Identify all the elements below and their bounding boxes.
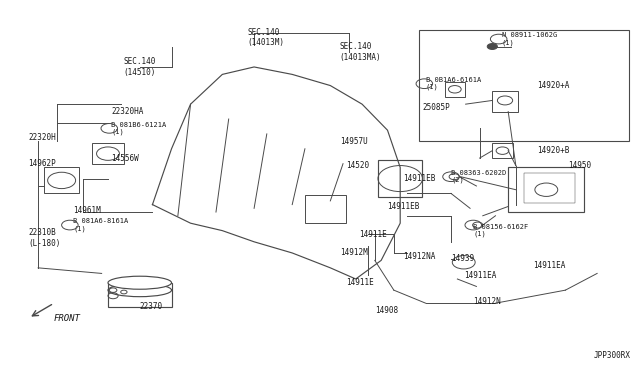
Text: 14908: 14908	[375, 306, 398, 315]
Text: 14912M: 14912M	[340, 248, 367, 257]
Text: B 081B6-6121A
(1): B 081B6-6121A (1)	[111, 122, 166, 135]
Bar	[378, 160, 422, 197]
Bar	[305, 195, 346, 223]
Ellipse shape	[108, 276, 172, 289]
Text: N 08911-1062G
(1): N 08911-1062G (1)	[502, 32, 557, 46]
Text: 14920+B: 14920+B	[537, 146, 569, 155]
Text: 14911EA: 14911EA	[464, 271, 496, 280]
Text: 22310B
(L-180): 22310B (L-180)	[29, 228, 61, 248]
Text: 25085P: 25085P	[422, 103, 450, 112]
Text: SEC.140
(14510): SEC.140 (14510)	[124, 57, 156, 77]
Bar	[492, 91, 518, 112]
Text: 14962P: 14962P	[29, 159, 56, 168]
Text: 14556W: 14556W	[111, 154, 139, 163]
Text: SEC.140
(14013MA): SEC.140 (14013MA)	[340, 42, 381, 62]
Text: B 081A6-8161A
(1): B 081A6-8161A (1)	[73, 218, 128, 232]
Bar	[445, 82, 465, 97]
Bar	[419, 30, 629, 141]
Ellipse shape	[108, 283, 172, 297]
Text: SEC.140
(14013M): SEC.140 (14013M)	[248, 28, 285, 47]
Text: 14957U: 14957U	[340, 137, 367, 146]
Text: 22320H: 22320H	[29, 133, 56, 142]
Text: 14911E: 14911E	[346, 278, 374, 287]
Text: 14911E: 14911E	[359, 230, 387, 239]
Text: 14520: 14520	[346, 161, 369, 170]
Text: 22320HA: 22320HA	[111, 107, 143, 116]
Text: 14911EB: 14911EB	[403, 174, 436, 183]
Bar	[44, 167, 79, 193]
Bar	[92, 143, 124, 164]
Text: B 08363-6202D
(2): B 08363-6202D (2)	[451, 170, 506, 183]
Text: 14912NA: 14912NA	[403, 252, 436, 261]
Text: B 08156-6162F
(1): B 08156-6162F (1)	[473, 224, 529, 237]
Text: B 0B1A6-6161A
(1): B 0B1A6-6161A (1)	[426, 77, 481, 90]
Text: FRONT: FRONT	[54, 314, 81, 323]
Bar	[492, 143, 513, 158]
Text: 14911EA: 14911EA	[534, 262, 566, 270]
Text: 14939: 14939	[451, 254, 474, 263]
Text: 14920+A: 14920+A	[537, 81, 569, 90]
Text: 22370: 22370	[140, 302, 163, 311]
Bar	[508, 167, 584, 212]
Bar	[108, 283, 172, 307]
Text: 14911EB: 14911EB	[387, 202, 420, 211]
Circle shape	[487, 44, 497, 49]
Text: 14912N: 14912N	[473, 297, 501, 306]
Text: JPP300RX: JPP300RX	[594, 351, 631, 360]
Text: 14961M: 14961M	[73, 206, 101, 215]
Text: 14950: 14950	[568, 161, 591, 170]
Bar	[524, 173, 575, 203]
